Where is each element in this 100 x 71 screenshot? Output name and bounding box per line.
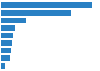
Bar	[1, 10, 71, 15]
Bar	[1, 33, 13, 38]
Bar	[1, 48, 11, 53]
Bar	[1, 40, 12, 46]
Bar	[1, 25, 15, 31]
Bar	[1, 2, 92, 8]
Bar	[1, 56, 10, 61]
Bar	[1, 63, 5, 69]
Bar	[1, 18, 26, 23]
